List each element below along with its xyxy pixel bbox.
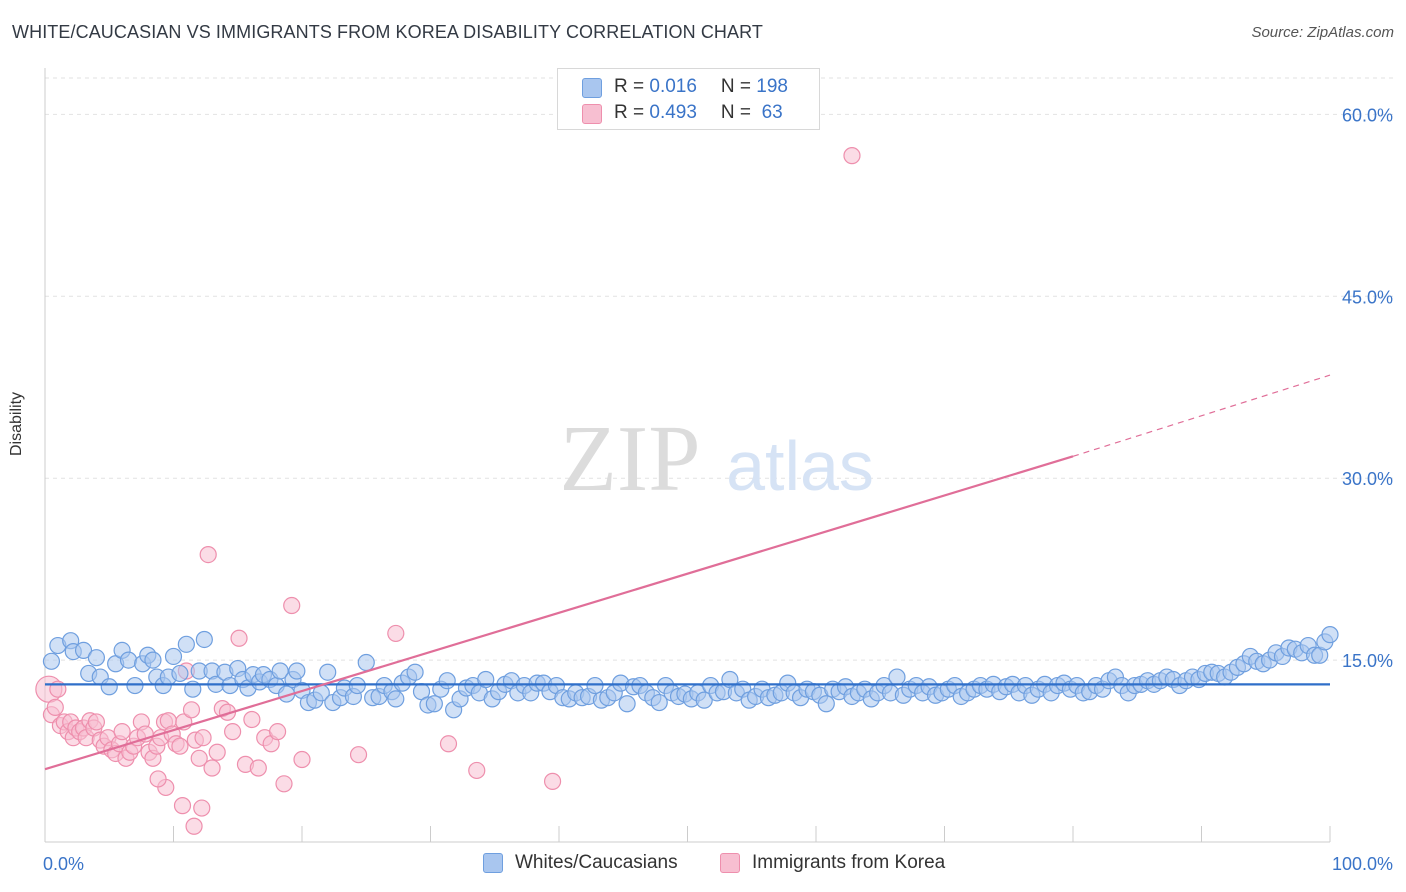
y-axis-label: Disability (8, 391, 25, 456)
r-value: 0.493 (649, 102, 697, 123)
point-whites (817, 695, 835, 713)
point-whites (1321, 626, 1339, 644)
point-korea (439, 735, 458, 753)
watermark-atlas: atlas (726, 427, 874, 505)
point-korea (199, 545, 217, 564)
y-tick-label: 30.0% (1342, 469, 1393, 489)
bottom-legend-swatch-pink (720, 853, 740, 873)
point-korea (149, 770, 167, 788)
point-korea (543, 772, 562, 790)
point-whites (195, 630, 213, 649)
point-whites (387, 690, 405, 708)
point-whites (586, 676, 604, 695)
n-value: 198 (756, 76, 788, 97)
bottom-legend-label: Immigrants from Korea (752, 852, 946, 873)
point-whites (164, 647, 183, 666)
point-whites (87, 649, 106, 667)
n-label: N = (720, 102, 757, 123)
point-whites (177, 635, 195, 653)
legend-text: R = 0.016 N = 198 (614, 76, 788, 98)
point-whites (695, 691, 713, 709)
bottom-legend-label: Whites/Caucasians (515, 852, 678, 873)
r-label: R = (614, 102, 650, 123)
point-korea (387, 624, 405, 643)
point-whites (425, 695, 443, 713)
tick-labels: 15.0% 30.0% 45.0% 60.0% 0.0% 100.0% (43, 105, 1393, 874)
point-whites (42, 652, 61, 670)
legend-swatch-pink (582, 104, 602, 124)
point-whites (74, 641, 93, 659)
point-korea (173, 797, 192, 815)
point-korea (468, 761, 486, 780)
point-korea (249, 759, 267, 777)
chart-title: WHITE/CAUCASIAN VS IMMIGRANTS FROM KOREA… (12, 22, 763, 42)
n-value: 63 (756, 102, 783, 123)
point-korea (203, 759, 221, 777)
point-whites (144, 651, 162, 669)
point-korea (230, 629, 248, 647)
point-whites (271, 662, 289, 680)
point-korea (268, 723, 287, 741)
y-tick-label: 60.0% (1342, 105, 1393, 125)
point-korea (293, 750, 311, 769)
legend-swatch-blue (582, 78, 602, 98)
r-value: 0.016 (649, 76, 697, 97)
point-korea (190, 749, 208, 767)
point-whites (618, 695, 636, 713)
y-tick-label: 15.0% (1342, 651, 1393, 671)
n-label: N = (720, 76, 757, 97)
trend-lines (44, 374, 1331, 771)
point-whites (650, 693, 668, 712)
point-korea (193, 799, 211, 817)
point-korea (171, 737, 189, 755)
point-korea (46, 698, 64, 716)
point-whites (119, 651, 138, 669)
point-whites (348, 676, 366, 695)
r-label: R = (614, 76, 650, 97)
legend-row-whites: R = 0.016 N = 198 (558, 75, 819, 101)
series-immigrants-from-korea (35, 147, 861, 835)
point-whites (171, 664, 189, 683)
point-whites (406, 663, 424, 681)
point-korea (208, 743, 226, 761)
point-korea (349, 746, 368, 764)
source-credit: Source: ZipAtlas.com (1251, 24, 1394, 41)
grid-lines (45, 77, 1393, 661)
point-whites (288, 662, 306, 680)
point-whites (319, 663, 337, 681)
point-whites (357, 653, 375, 672)
trend-line-korea (44, 455, 1074, 771)
point-korea (843, 147, 861, 165)
point-whites (126, 676, 144, 695)
x-tick-label: 100.0% (1332, 854, 1393, 874)
watermark-zip: ZIP (560, 407, 701, 511)
point-korea (194, 729, 212, 747)
point-korea (185, 817, 203, 835)
legend-text: R = 0.493 N = 63 (614, 102, 783, 124)
point-korea (224, 723, 242, 741)
x-tick-label: 0.0% (43, 854, 84, 874)
point-korea (275, 775, 293, 793)
point-whites (888, 668, 906, 686)
point-korea (243, 710, 261, 729)
bottom-legend-swatch-blue (483, 853, 503, 873)
trend-line-korea-extension (1072, 374, 1331, 457)
y-tick-label: 45.0% (1342, 287, 1393, 307)
point-korea (113, 723, 131, 741)
point-korea (283, 596, 301, 615)
correlation-legend: R = 0.016 N = 198 R = 0.493 N = 63 (557, 68, 820, 130)
point-korea (182, 701, 201, 719)
point-korea (87, 713, 106, 731)
point-whites (100, 678, 118, 696)
watermark: ZIP atlas (560, 407, 874, 511)
point-whites (438, 672, 456, 690)
legend-row-korea: R = 0.493 N = 63 (558, 101, 819, 127)
